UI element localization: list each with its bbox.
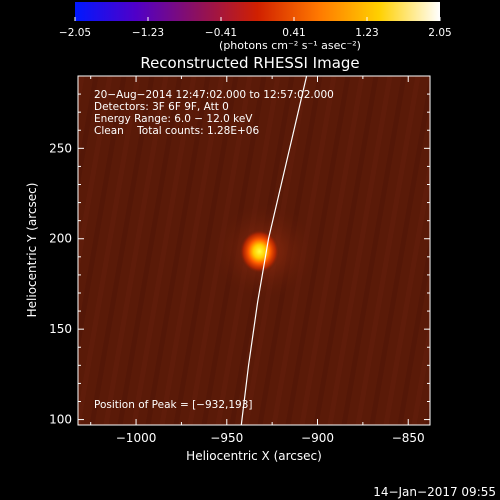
colorbar-gradient bbox=[75, 2, 440, 21]
stripe bbox=[145, 76, 211, 425]
stripe bbox=[0, 76, 12, 425]
y-axis-label: Heliocentric Y (arcsec) bbox=[25, 183, 39, 318]
axis-ticks: −1000 −950 −900 −850 100 150 200 250 bbox=[49, 75, 430, 445]
y-tick-label: 150 bbox=[49, 322, 72, 336]
stripe bbox=[78, 76, 99, 196]
colorbar-tick-label: 0.41 bbox=[282, 27, 305, 39]
stripe bbox=[369, 76, 430, 425]
solar-limb-curve bbox=[240, 76, 308, 425]
stripe bbox=[159, 76, 225, 425]
annotation-counts: Clean Total counts: 1.28E+06 bbox=[94, 125, 259, 137]
chart-title: Reconstructed RHESSI Image bbox=[140, 54, 359, 72]
annotation-block: 20−Aug−2014 12:47:02.000 to 12:57:02.000… bbox=[94, 89, 334, 137]
stripe bbox=[299, 76, 365, 425]
footer-timestamp: 14−Jan−2017 09:55 bbox=[373, 485, 496, 499]
colorbar-tick-label: 1.23 bbox=[355, 27, 378, 39]
heatmap-stripes bbox=[0, 76, 500, 425]
annotation-time-range: 20−Aug−2014 12:47:02.000 to 12:57:02.000 bbox=[94, 89, 334, 101]
stripe bbox=[103, 76, 169, 425]
colorbar-ticks: −2.05 −1.23 −0.41 0.41 1.23 2.05 bbox=[59, 17, 452, 39]
x-tick-label: −900 bbox=[301, 431, 334, 445]
stripe bbox=[173, 76, 239, 425]
y-tick-label: 100 bbox=[49, 413, 72, 427]
colorbar-unit-label: (photons cm⁻² s⁻¹ asec⁻²) bbox=[219, 39, 361, 52]
stripe bbox=[383, 154, 430, 425]
y-tick-label: 250 bbox=[49, 141, 72, 155]
stripe bbox=[89, 76, 155, 425]
stripe bbox=[411, 317, 430, 425]
x-axis-label: Heliocentric X (arcsec) bbox=[186, 449, 322, 463]
x-tick-label: −850 bbox=[392, 431, 425, 445]
stripe bbox=[397, 235, 430, 425]
x-tick-label: −1000 bbox=[116, 431, 157, 445]
peak-position-label: Position of Peak = [−932,193] bbox=[94, 399, 253, 411]
plot-frame bbox=[77, 75, 431, 426]
stripe bbox=[117, 76, 183, 425]
y-tick-label: 200 bbox=[49, 232, 72, 246]
annotation-energy: Energy Range: 6.0 − 12.0 keV bbox=[94, 113, 253, 125]
x-tick-label: −950 bbox=[210, 431, 243, 445]
stripe bbox=[78, 76, 141, 425]
stripe bbox=[470, 76, 500, 425]
stripe bbox=[78, 76, 113, 277]
stripe bbox=[341, 76, 407, 425]
stripe bbox=[313, 76, 379, 425]
peak-source bbox=[239, 229, 280, 274]
annotation-detectors: Detectors: 3F 6F 9F, Att 0 bbox=[94, 101, 229, 113]
stripe bbox=[131, 76, 197, 425]
stripe bbox=[355, 76, 421, 425]
colorbar-tick-label: −0.41 bbox=[205, 27, 237, 39]
colorbar-tick-label: −1.23 bbox=[132, 27, 164, 39]
colorbar: −2.05 −1.23 −0.41 0.41 1.23 2.05 (photons cm⁻… bbox=[59, 2, 452, 52]
stripe bbox=[425, 398, 430, 425]
stripe bbox=[327, 76, 393, 425]
stripe bbox=[484, 76, 500, 425]
stripe bbox=[456, 76, 500, 425]
colorbar-tick-label: −2.05 bbox=[59, 27, 91, 39]
stripe bbox=[442, 76, 500, 425]
stripe bbox=[0, 76, 26, 425]
stripe bbox=[78, 76, 127, 359]
colorbar-tick-label: 2.05 bbox=[428, 27, 451, 39]
